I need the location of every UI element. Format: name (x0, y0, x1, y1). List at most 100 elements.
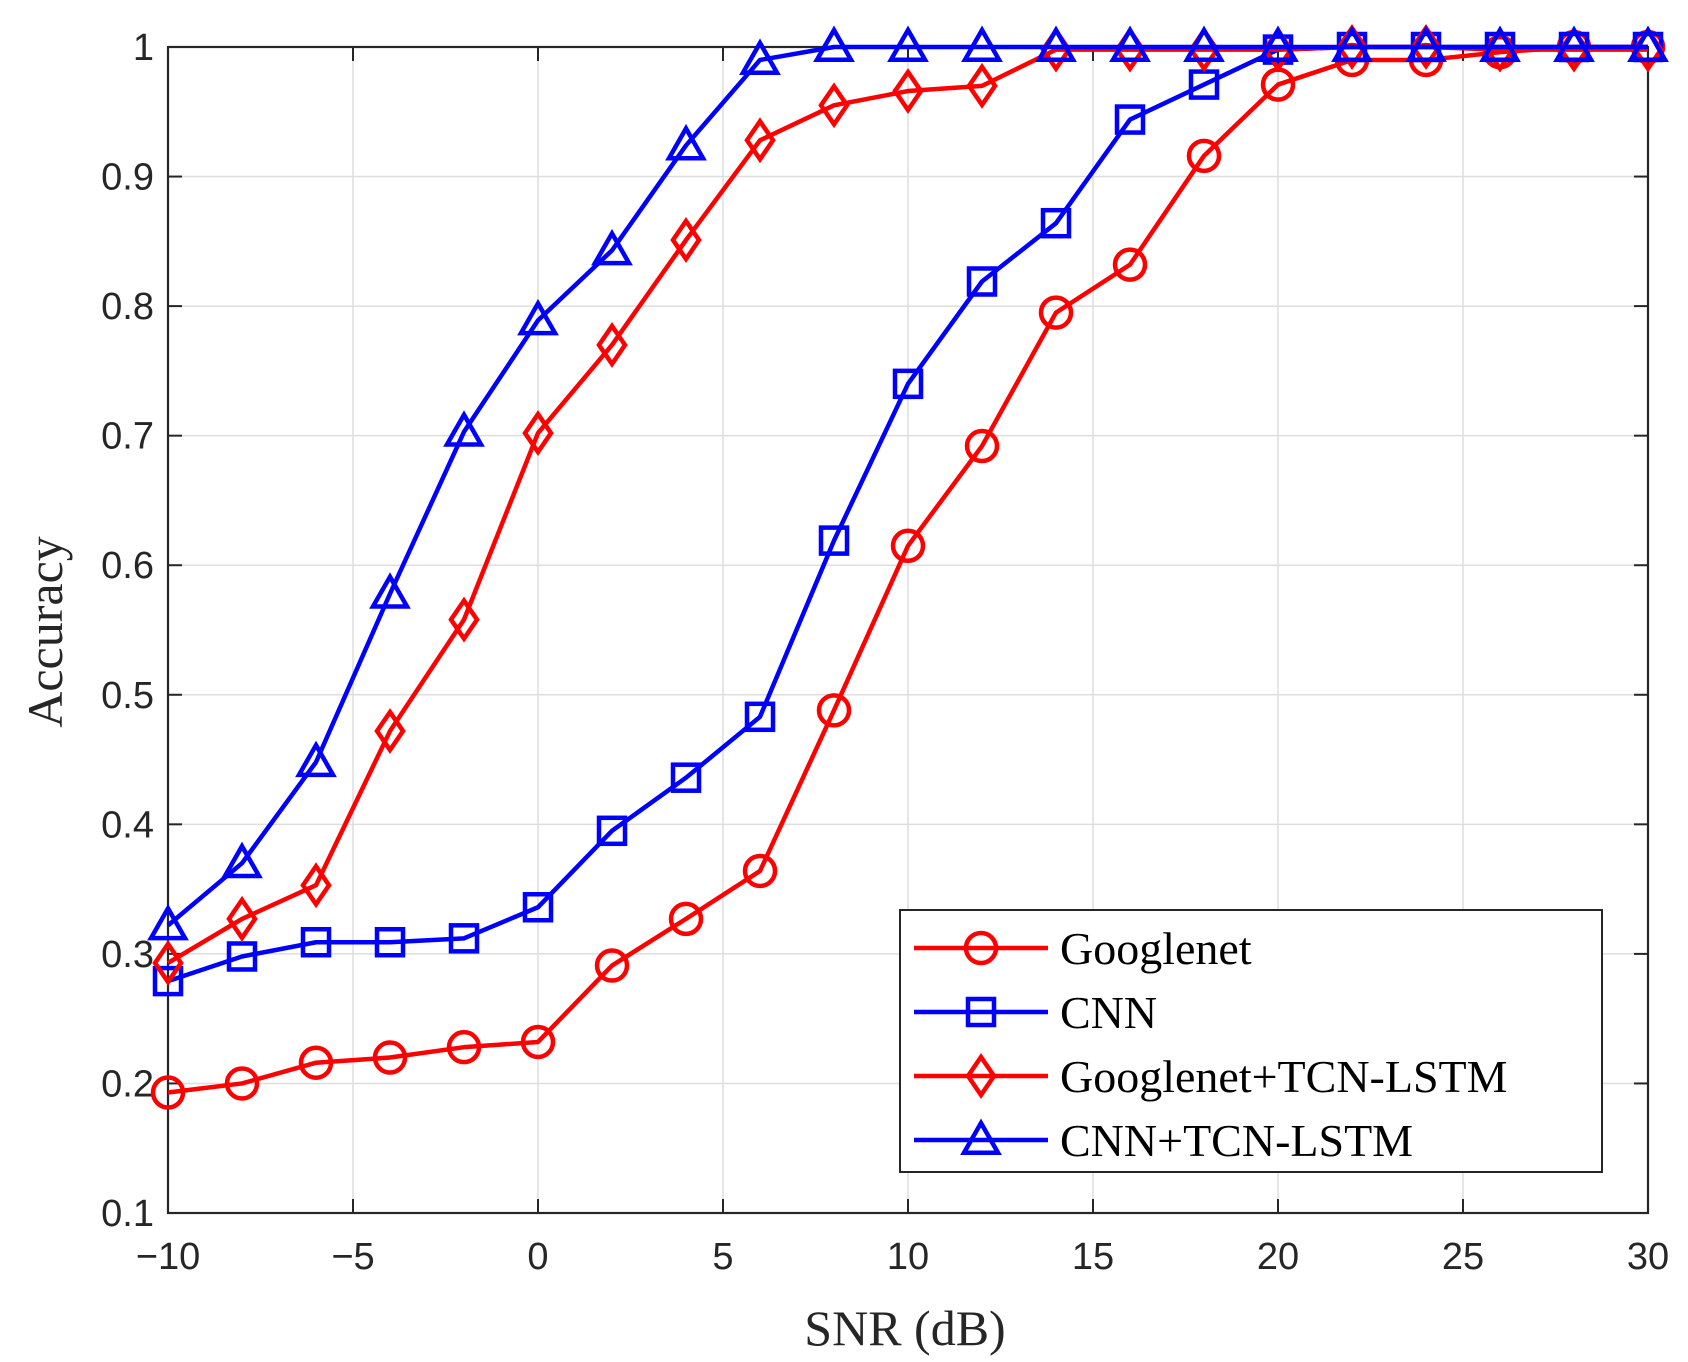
data-point (596, 815, 628, 847)
data-point (1331, 25, 1373, 62)
y-tick-label: 0.9 (101, 157, 154, 199)
data-point (670, 217, 702, 264)
data-point (816, 693, 852, 728)
legend-marker (960, 1118, 1002, 1155)
data-point (226, 895, 258, 942)
data-point (448, 596, 480, 643)
legend-marker (965, 996, 997, 1028)
data-point (520, 1024, 556, 1060)
x-tick-label: 0 (527, 1236, 548, 1278)
data-point (446, 1029, 482, 1065)
data-point (522, 410, 554, 457)
data-point (591, 228, 633, 266)
data-point (1035, 25, 1077, 62)
data-series (147, 24, 1669, 1110)
data-point (517, 298, 559, 336)
legend-label: CNN+TCN-LSTM (1060, 1115, 1413, 1166)
data-point (372, 1040, 408, 1075)
y-tick-label: 0.2 (101, 1063, 154, 1105)
y-axis-label: Accuracy (17, 536, 73, 728)
y-tick-label: 0.4 (101, 804, 154, 846)
x-axis-label: SNR (dB) (804, 1300, 1005, 1356)
y-tick-label: 0.3 (101, 934, 154, 976)
data-point (152, 939, 184, 986)
data-point (1553, 25, 1595, 62)
x-tick-label: −5 (331, 1236, 374, 1278)
data-point (892, 368, 924, 400)
legend-box (899, 909, 1603, 1173)
legend-label: Googlenet+TCN-LSTM (1060, 1051, 1508, 1102)
series-cnn-tcn-lstm (147, 25, 1669, 941)
data-point (226, 941, 258, 972)
axis-ticks: −10 −5 0 5 10 15 20 25 30 0.1 0.2 0.3 0.4 0.5 0.6 0.7 0.… (101, 27, 1669, 1278)
data-point (369, 572, 411, 609)
data-point (739, 38, 781, 75)
y-tick-label: 0.8 (101, 286, 154, 328)
data-point (961, 25, 1003, 62)
data-point (744, 117, 776, 164)
data-point (744, 701, 776, 733)
data-point (890, 528, 926, 564)
data-point (964, 428, 1000, 464)
data-point (1479, 25, 1521, 62)
x-tick-label: 15 (1072, 1236, 1114, 1278)
data-point (818, 525, 850, 556)
data-point (150, 1075, 186, 1110)
data-point (443, 410, 485, 447)
x-tick-label: 20 (1257, 1236, 1299, 1278)
data-point (668, 901, 704, 937)
series-line (166, 44, 1648, 928)
data-point (448, 923, 480, 954)
data-point (300, 862, 332, 909)
y-tick-label: 0.6 (101, 545, 154, 587)
data-point (147, 903, 189, 941)
y-tick-label: 1 (133, 27, 154, 69)
x-tick-label: 25 (1442, 1236, 1484, 1278)
y-tick-label: 0.1 (101, 1193, 154, 1235)
data-point (670, 762, 702, 793)
data-point (221, 841, 263, 879)
data-point (594, 948, 630, 983)
data-point (1038, 295, 1074, 330)
data-point (1114, 104, 1146, 135)
legend-item: CNN+TCN-LSTM (914, 1115, 1413, 1166)
data-point (295, 740, 337, 778)
data-point (374, 708, 406, 755)
legend-item: CNN (914, 987, 1157, 1038)
data-point (1186, 138, 1222, 174)
data-point (224, 1066, 260, 1101)
data-point (1040, 207, 1072, 239)
y-tick-label: 0.7 (101, 416, 154, 458)
series-line (167, 44, 1648, 1095)
data-point (1257, 25, 1299, 62)
data-point (1109, 25, 1151, 62)
data-point (1627, 25, 1669, 62)
legend-label: Googlenet (1060, 923, 1252, 974)
legend-label: CNN (1060, 987, 1157, 1038)
data-point (966, 62, 998, 109)
data-point (374, 926, 406, 958)
data-point (966, 266, 998, 297)
data-point (152, 965, 184, 997)
data-point (818, 82, 850, 129)
data-point (813, 25, 855, 62)
data-point (1183, 25, 1225, 62)
x-tick-label: −10 (136, 1236, 200, 1278)
data-point (892, 68, 924, 115)
legend-marker (965, 1053, 997, 1099)
data-point (596, 321, 628, 368)
y-tick-label: 0.5 (101, 675, 154, 717)
x-tick-label: 30 (1627, 1236, 1669, 1278)
legend-item: Googlenet+TCN-LSTM (914, 1051, 1508, 1102)
data-point (1112, 247, 1148, 282)
data-point (742, 853, 778, 889)
x-tick-label: 10 (887, 1236, 929, 1278)
legend: Googlenet CNN Googlenet+TCN-LSTM CNN+TCN-LS… (899, 909, 1603, 1173)
legend-marker (963, 930, 999, 966)
data-point (522, 891, 554, 923)
data-point (300, 926, 332, 958)
data-point (887, 25, 929, 62)
data-point (1405, 25, 1447, 62)
data-point (665, 123, 707, 161)
